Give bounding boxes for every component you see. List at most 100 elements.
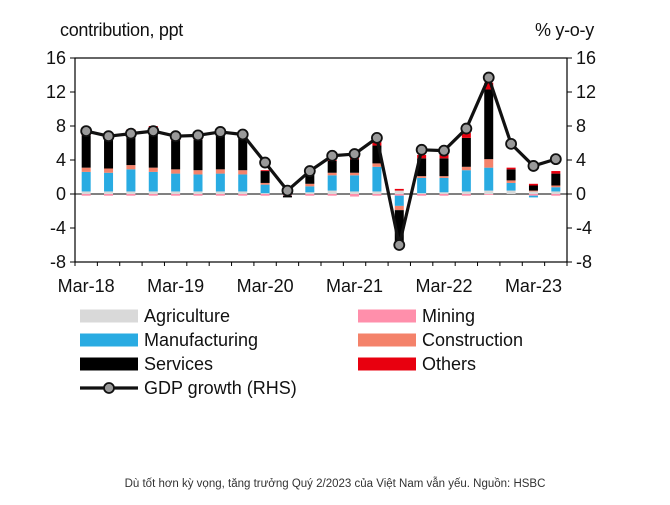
- gdp-growth-point: [460, 122, 473, 135]
- bar-construction: [81, 167, 91, 172]
- bar-agriculture: [104, 191, 114, 194]
- bar-construction: [506, 180, 516, 183]
- bar-mining: [193, 194, 203, 196]
- bar-agriculture: [528, 191, 538, 194]
- bar-construction: [417, 176, 427, 178]
- bar-manufacturing: [81, 171, 91, 192]
- bar-construction: [260, 182, 270, 185]
- bar-construction: [528, 190, 538, 192]
- gdp-growth-point: [348, 148, 361, 160]
- bar-manufacturing: [215, 173, 225, 192]
- bar-others: [394, 188, 404, 191]
- bar-others: [551, 171, 561, 174]
- bar-manufacturing: [484, 167, 494, 191]
- bar-services: [171, 140, 181, 170]
- bar-manufacturing: [171, 173, 181, 192]
- bar-services: [148, 129, 158, 168]
- bar-agriculture: [372, 191, 382, 194]
- bar-mining: [439, 194, 449, 196]
- bar-services: [417, 158, 427, 177]
- bar-manufacturing: [260, 184, 270, 194]
- bar-mining: [215, 194, 225, 196]
- bar-manufacturing: [148, 171, 158, 192]
- chart: 16 16 12 12 8 8 4 4 0 0 -4 -4 -8 -8 Mar-18 Mar-19 Mar-20…: [46, 48, 596, 398]
- gdp-growth-point: [192, 129, 204, 142]
- bar-services: [350, 159, 360, 173]
- bar-construction: [461, 166, 471, 171]
- bar-others: [461, 132, 471, 138]
- gdp-growth-point: [438, 144, 450, 157]
- gdp-growth-point: [80, 125, 93, 138]
- gdp-growth-point: [281, 184, 294, 197]
- bar-services: [193, 139, 203, 171]
- right-y-tick-label: 0: [576, 184, 586, 204]
- bar-mining: [372, 194, 382, 196]
- left-y-tick-label: 16: [46, 48, 66, 68]
- bar-construction: [551, 185, 561, 188]
- bar-mining: [417, 194, 427, 196]
- gdp-growth-point: [371, 131, 383, 144]
- bar-mining: [394, 194, 404, 196]
- bar-agriculture: [238, 191, 248, 194]
- bar-agriculture: [506, 190, 516, 194]
- bar-agriculture: [171, 191, 181, 194]
- bar-agriculture: [327, 190, 337, 194]
- legend-swatch-services: [80, 357, 138, 371]
- bar-manufacturing: [528, 195, 538, 198]
- bar-agriculture: [148, 191, 158, 194]
- bar-manufacturing: [238, 174, 248, 192]
- gdp-growth-point: [527, 160, 540, 172]
- legend-label-agriculture: Agriculture: [144, 306, 230, 326]
- bar-services: [104, 138, 114, 169]
- right-y-tick-label: 16: [576, 48, 596, 68]
- bar-construction: [104, 168, 114, 173]
- legend-swatch-others: [358, 357, 416, 371]
- right-y-tick-label: -8: [576, 252, 592, 272]
- left-axis-title: contribution, ppt: [60, 20, 183, 40]
- bar-mining: [238, 194, 248, 196]
- right-y-tick-label: 8: [576, 116, 586, 136]
- bar-construction: [215, 169, 225, 174]
- bar-manufacturing: [305, 186, 315, 193]
- x-tick-label: Mar-21: [326, 276, 383, 296]
- legend-swatch-manufacturing: [80, 333, 138, 347]
- left-y-tick-label: -4: [50, 218, 66, 238]
- bar-manufacturing: [506, 182, 516, 191]
- bar-others: [528, 183, 538, 186]
- bar-services: [461, 137, 471, 167]
- legend-label-services: Services: [144, 354, 213, 374]
- gdp-growth-point: [259, 156, 271, 169]
- bar-others: [484, 82, 494, 90]
- bar-manufacturing: [394, 195, 404, 206]
- bar-others: [260, 170, 270, 172]
- bar-services: [260, 171, 270, 183]
- bar-agriculture: [305, 192, 315, 194]
- bar-agriculture: [551, 191, 561, 194]
- bar-manufacturing: [193, 174, 203, 192]
- bar-services: [528, 185, 538, 191]
- bar-manufacturing: [327, 175, 337, 191]
- x-tick-label: Mar-18: [58, 276, 115, 296]
- gdp-growth-point: [125, 127, 137, 140]
- bar-mining: [551, 194, 561, 196]
- gdp-growth-point: [415, 143, 428, 156]
- bar-construction: [439, 176, 449, 178]
- gdp-growth-point: [393, 239, 406, 251]
- left-y-tick-label: -8: [50, 252, 66, 272]
- bar-manufacturing: [126, 169, 136, 192]
- bar-agriculture: [215, 191, 225, 194]
- gdp-growth-point: [549, 153, 562, 166]
- bar-mining: [528, 194, 538, 196]
- bar-construction: [171, 169, 181, 174]
- chart-caption: Dù tốt hơn kỳ vọng, tăng trưởng Quý 2/20…: [124, 478, 546, 490]
- bar-agriculture: [193, 191, 203, 194]
- bar-agriculture: [394, 190, 404, 194]
- bar-construction: [327, 172, 337, 176]
- left-y-tick-label: 0: [56, 184, 66, 204]
- gdp-growth-point: [169, 130, 182, 143]
- bar-services: [282, 195, 292, 198]
- bar-mining: [327, 194, 337, 196]
- gdp-growth-point: [482, 71, 495, 84]
- bar-construction: [148, 167, 158, 172]
- bar-services: [215, 135, 225, 170]
